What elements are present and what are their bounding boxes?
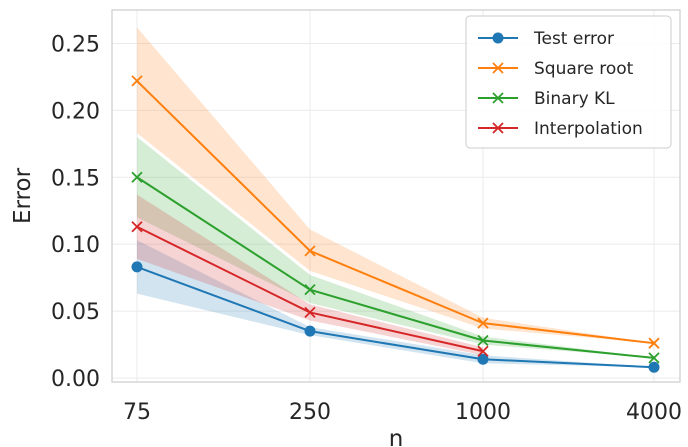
data-point xyxy=(131,221,143,233)
x-tick-label: 75 xyxy=(123,400,151,425)
plot-frame xyxy=(111,9,681,383)
legend-marker xyxy=(492,92,504,104)
series-line-binary-kl xyxy=(136,176,655,359)
legend-box xyxy=(465,15,672,149)
data-point xyxy=(131,261,143,273)
y-tick-label: 0.05 xyxy=(51,300,100,325)
band-binary-kl xyxy=(137,137,654,358)
legend-entry: Test error xyxy=(533,29,614,49)
data-point xyxy=(477,345,489,357)
data-point xyxy=(477,317,489,329)
series-markers xyxy=(131,75,660,373)
band-interpolation xyxy=(137,194,483,356)
series-line-test-error xyxy=(136,265,655,369)
data-point xyxy=(304,284,316,296)
legend-marker xyxy=(492,122,504,134)
legend-entry: Interpolation xyxy=(534,119,643,139)
data-point xyxy=(304,325,316,337)
x-tick-label: 250 xyxy=(289,400,331,425)
data-point xyxy=(648,361,660,373)
data-point xyxy=(131,171,143,183)
y-tick-label: 0.25 xyxy=(51,32,100,57)
data-point xyxy=(477,353,489,365)
data-point xyxy=(648,352,660,364)
y-tick-label: 0.00 xyxy=(51,367,100,392)
band-square-root xyxy=(137,27,654,344)
data-point xyxy=(304,245,316,257)
confidence-bands xyxy=(137,27,654,368)
data-point xyxy=(131,75,143,87)
y-tick-labels: 0.00 0.05 0.10 0.15 0.20 0.25 xyxy=(51,32,100,392)
x-axis-label: n xyxy=(389,426,404,447)
legend-marker xyxy=(492,32,504,44)
data-point xyxy=(648,337,660,349)
legend-entry: Square root xyxy=(534,59,634,79)
series-line-square-root xyxy=(136,80,655,345)
band-test-error xyxy=(137,240,654,368)
y-tick-label: 0.15 xyxy=(51,166,100,191)
legend-marker xyxy=(492,62,504,74)
y-tick-label: 0.10 xyxy=(51,233,100,258)
x-tick-label: 1000 xyxy=(455,400,511,425)
legend-entry: Binary KL xyxy=(534,89,615,109)
legend: Test error Square root Binary KL Interpolat… xyxy=(465,15,672,149)
y-tick-label: 0.20 xyxy=(51,99,100,124)
data-point xyxy=(304,306,316,319)
x-tick-labels: 75 250 1000 4000 xyxy=(123,400,682,425)
y-axis-label: Error xyxy=(10,167,36,224)
data-point xyxy=(477,334,489,347)
x-tick-label: 4000 xyxy=(626,400,682,425)
